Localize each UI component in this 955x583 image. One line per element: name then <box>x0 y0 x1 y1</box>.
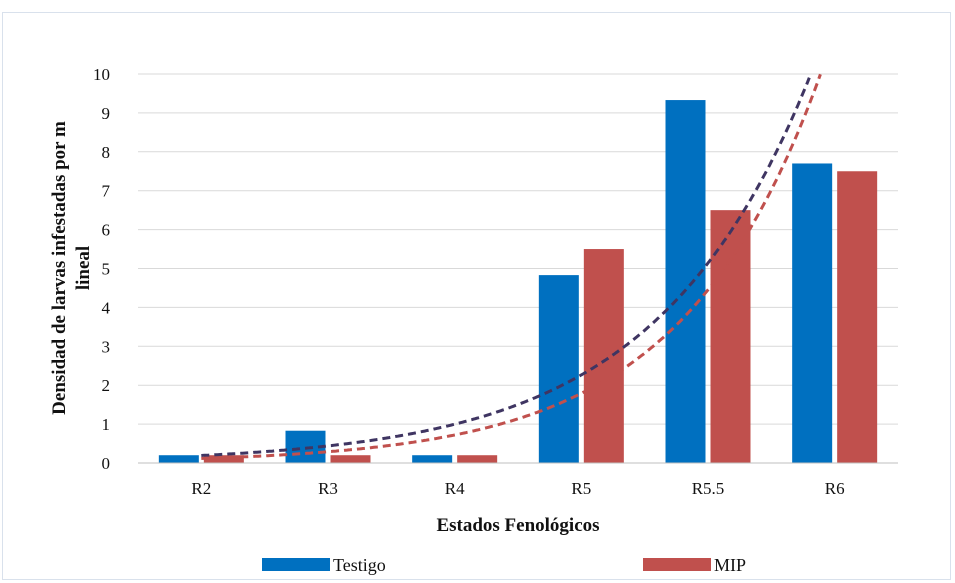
bar-mip-r5 <box>583 249 624 463</box>
bar-testigo-r4 <box>412 455 453 463</box>
legend: Testigo MIP <box>262 555 746 575</box>
bar-mip-r6 <box>837 171 878 463</box>
bars <box>158 100 878 464</box>
y-tick-label: 3 <box>102 337 111 356</box>
bar-testigo-r5 <box>538 275 579 463</box>
y-axis-title-text: Densidad de larvas infestadas por m linea… <box>49 121 94 415</box>
legend-label-testigo: Testigo <box>333 555 386 575</box>
y-tick-label: 8 <box>102 143 111 162</box>
y-tick-label: 7 <box>102 182 111 201</box>
x-tick-label: R4 <box>445 479 465 498</box>
x-tick-label: R5 <box>571 479 591 498</box>
bar-mip-r4 <box>457 455 498 463</box>
trendline-testigo <box>201 77 811 457</box>
x-tick-label: R5.5 <box>692 479 725 498</box>
trendlines <box>201 73 822 460</box>
y-tick-label: 6 <box>102 221 111 240</box>
y-tick-label: 4 <box>102 298 111 317</box>
bar-testigo-r2 <box>158 455 199 463</box>
x-tick-label: R6 <box>825 479 845 498</box>
y-tick-label: 10 <box>93 65 110 84</box>
x-tick-label: R2 <box>191 479 211 498</box>
y-tick-label: 0 <box>102 454 111 473</box>
bar-mip-r3 <box>330 455 371 463</box>
bar-mip-r2 <box>203 455 244 463</box>
x-tick-labels: R2 R3 R4 R5 R5.5 R6 <box>191 479 844 498</box>
y-tick-label: 2 <box>102 376 111 395</box>
gridlines <box>138 73 898 425</box>
legend-swatch-mip <box>643 558 711 571</box>
y-tick-label: 9 <box>102 104 111 123</box>
y-tick-labels: 0 1 2 3 4 5 6 7 8 9 10 <box>93 65 111 473</box>
legend-swatch-testigo <box>262 558 330 571</box>
x-tick-label: R3 <box>318 479 338 498</box>
y-tick-label: 5 <box>102 260 111 279</box>
y-tick-label: 1 <box>102 415 111 434</box>
bar-testigo-r5-5 <box>665 100 706 464</box>
x-axis-title: Estados Fenológicos <box>436 515 599 536</box>
bar-testigo-r6 <box>792 163 833 463</box>
bar-mip-r5-5 <box>710 210 751 463</box>
trendline-mip <box>201 73 822 460</box>
y-axis-title: Densidad de larvas infestadas por m linea… <box>49 121 94 415</box>
legend-label-mip: MIP <box>714 555 746 575</box>
